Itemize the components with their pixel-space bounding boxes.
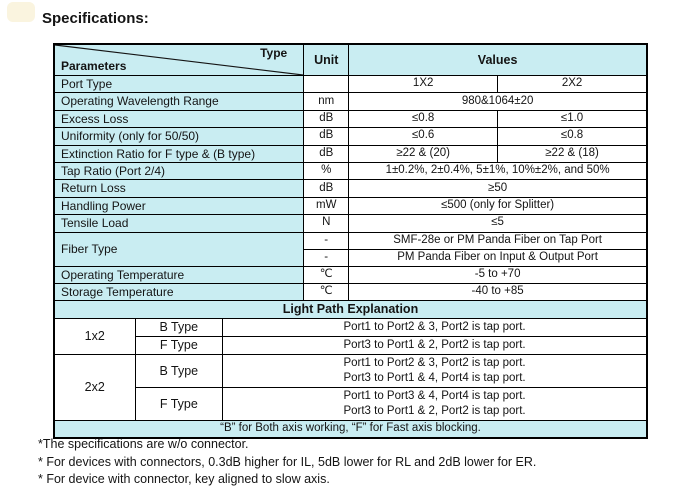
value-span-cell: 980&1064±20 bbox=[348, 92, 647, 111]
light-path-footer-row: “B” for Both axis working, “F” for Fast … bbox=[54, 420, 647, 439]
light-path-row-1x2-f: F Type Port3 to Port1 & 2, Port2 is tap … bbox=[55, 336, 647, 356]
row-wavelength: Operating Wavelength Range nm 980&1064±2… bbox=[53, 92, 647, 111]
values-header: Values bbox=[348, 44, 647, 76]
type-cell: B Type bbox=[134, 318, 224, 338]
unit-cell: ℃ bbox=[303, 282, 350, 302]
param-cell: Fiber Type bbox=[53, 231, 305, 267]
light-path-table: Light Path Explanation 1x2 B Type Port1 … bbox=[54, 301, 647, 439]
row-port-type: Port Type 1X2 2X2 bbox=[53, 74, 647, 94]
value-span-cell: -5 to +70 bbox=[348, 265, 647, 284]
row-extinction-ratio: Extinction Ratio for F type & (B type) d… bbox=[53, 144, 647, 163]
value-span-cell: ≤500 (only for Splitter) bbox=[348, 196, 647, 216]
light-path-title-row: Light Path Explanation bbox=[54, 301, 647, 320]
row-tensile-load: Tensile Load N ≤5 bbox=[53, 214, 647, 233]
desc-line: Port1 to Port3 & 4, Port4 is tap port. bbox=[343, 390, 526, 403]
value-cell-1x2: ≤0.6 bbox=[348, 127, 499, 146]
corner-type-label: Type bbox=[260, 46, 288, 60]
desc-line: Port3 to Port1 & 2, Port2 is tap port. bbox=[343, 405, 526, 418]
notes: *The specifications are w/o connector. *… bbox=[38, 436, 536, 489]
row-return-loss: Return Loss dB ≥50 bbox=[53, 179, 647, 198]
light-path-row-2x2-b: 2x2 B Type Port1 to Port2 & 3, Port2 is … bbox=[54, 354, 647, 422]
row-excess-loss: Excess Loss dB ≤0.8 ≤1.0 bbox=[53, 109, 647, 129]
value-span-cell: ≤5 bbox=[348, 214, 647, 233]
light-path-row-1x2-b: 1x2 B Type Port1 to Port2 & 3, Port2 is … bbox=[54, 318, 647, 356]
note-line: * For devices with connectors, 0.3dB hig… bbox=[38, 454, 537, 469]
type-cell: F Type bbox=[134, 336, 224, 356]
row-handling-power: Handling Power mW ≤500 (only for Splitte… bbox=[53, 196, 647, 216]
type-cell: F Type bbox=[134, 387, 224, 422]
unit-cell: - bbox=[303, 231, 350, 250]
param-cell: Tap Ratio (Port 2/4) bbox=[53, 161, 305, 181]
row-fiber-type-1: Fiber Type - SMF-28e or PM Panda Fiber o… bbox=[53, 231, 647, 267]
value-span-cell: ≥50 bbox=[348, 179, 647, 198]
value-cell-1x2: ≤0.8 bbox=[348, 109, 499, 129]
desc-cell: Port1 to Port2 & 3, Port2 is tap port. P… bbox=[222, 354, 647, 389]
param-cell: Return Loss bbox=[53, 179, 305, 198]
type-cell: B Type bbox=[134, 354, 224, 389]
value-span-cell: SMF-28e or PM Panda Fiber on Tap Port bbox=[348, 231, 647, 250]
value-span-cell: -40 to +85 bbox=[348, 282, 647, 302]
desc-line: Port3 to Port1 & 4, Port4 is tap port. bbox=[343, 372, 526, 385]
group-cell-1x2: 1x2 bbox=[54, 318, 136, 356]
value-cell-2x2: ≥22 & (18) bbox=[497, 144, 647, 163]
value-span-cell: PM Panda Fiber on Input & Output Port bbox=[348, 248, 647, 267]
table-header-row: Type Parameters Unit Values bbox=[53, 44, 647, 76]
param-cell: Uniformity (only for 50/50) bbox=[53, 127, 305, 146]
param-cell: Extinction Ratio for F type & (B type) bbox=[53, 144, 305, 163]
value-cell-1x2: 1X2 bbox=[348, 74, 499, 94]
desc-line: Port3 to Port1 & 2, Port2 is tap port. bbox=[343, 339, 526, 352]
spec-table: Type Parameters Unit Values Port Type 1X… bbox=[53, 44, 647, 302]
row-uniformity: Uniformity (only for 50/50) dB ≤0.6 ≤0.8 bbox=[53, 127, 647, 146]
param-cell: Tensile Load bbox=[53, 214, 305, 233]
unit-header: Unit bbox=[303, 44, 350, 76]
desc-cell: Port3 to Port1 & 2, Port2 is tap port. bbox=[222, 336, 647, 356]
value-cell-2x2: ≤0.8 bbox=[497, 127, 647, 146]
unit-cell: dB bbox=[303, 109, 350, 129]
unit-cell: dB bbox=[303, 144, 350, 163]
unit-cell: dB bbox=[303, 127, 350, 146]
light-path-footer: “B” for Both axis working, “F” for Fast … bbox=[54, 420, 647, 439]
corner-parameters-label: Parameters bbox=[61, 58, 127, 73]
desc-cell: Port1 to Port2 & 3, Port2 is tap port. bbox=[222, 318, 647, 338]
corner-artifact bbox=[7, 2, 35, 22]
page-title: Specifications: bbox=[42, 10, 149, 27]
value-cell-2x2: ≤1.0 bbox=[497, 109, 647, 129]
desc-line: Port1 to Port2 & 3, Port2 is tap port. bbox=[343, 357, 526, 370]
desc-cell: Port1 to Port3 & 4, Port4 is tap port. P… bbox=[222, 387, 647, 422]
unit-cell: - bbox=[303, 248, 350, 267]
desc-line: Port1 to Port2 & 3, Port2 is tap port. bbox=[343, 321, 526, 334]
light-path-title: Light Path Explanation bbox=[54, 301, 647, 320]
unit-cell: % bbox=[303, 161, 350, 181]
specifications-table-wrap: Type Parameters Unit Values Port Type 1X… bbox=[53, 43, 648, 440]
param-cell: Port Type bbox=[53, 74, 305, 94]
corner-cell: Type Parameters bbox=[53, 44, 305, 76]
param-cell: Handling Power bbox=[53, 196, 305, 216]
diagonal-line bbox=[55, 45, 303, 75]
group-cell-2x2: 2x2 bbox=[54, 354, 136, 422]
param-cell: Storage Temperature bbox=[53, 282, 305, 302]
unit-cell: dB bbox=[303, 179, 350, 198]
value-span-cell: 1±0.2%, 2±0.4%, 5±1%, 10%±2%, and 50% bbox=[348, 161, 647, 181]
value-cell-1x2: ≥22 & (20) bbox=[348, 144, 499, 163]
light-path-row-2x2-f: F Type Port1 to Port3 & 4, Port4 is tap … bbox=[55, 387, 647, 422]
unit-cell: mW bbox=[303, 196, 350, 216]
unit-cell: nm bbox=[303, 92, 350, 111]
note-line: *The specifications are w/o connector. bbox=[38, 437, 249, 451]
row-operating-temp: Operating Temperature ℃ -5 to +70 bbox=[53, 265, 647, 284]
unit-cell: N bbox=[303, 214, 350, 233]
unit-cell: ℃ bbox=[303, 265, 350, 284]
value-cell-2x2: 2X2 bbox=[497, 74, 647, 94]
param-cell: Operating Temperature bbox=[53, 265, 305, 284]
row-tap-ratio: Tap Ratio (Port 2/4) % 1±0.2%, 2±0.4%, 5… bbox=[53, 161, 647, 181]
param-cell: Operating Wavelength Range bbox=[53, 92, 305, 111]
param-cell: Excess Loss bbox=[53, 109, 305, 129]
note-line: * For device with connector, key aligned… bbox=[38, 472, 330, 486]
unit-cell bbox=[303, 74, 350, 94]
row-storage-temp: Storage Temperature ℃ -40 to +85 bbox=[53, 282, 647, 302]
